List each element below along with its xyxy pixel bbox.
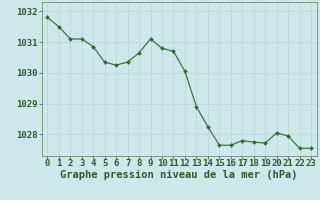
X-axis label: Graphe pression niveau de la mer (hPa): Graphe pression niveau de la mer (hPa) [60, 170, 298, 180]
